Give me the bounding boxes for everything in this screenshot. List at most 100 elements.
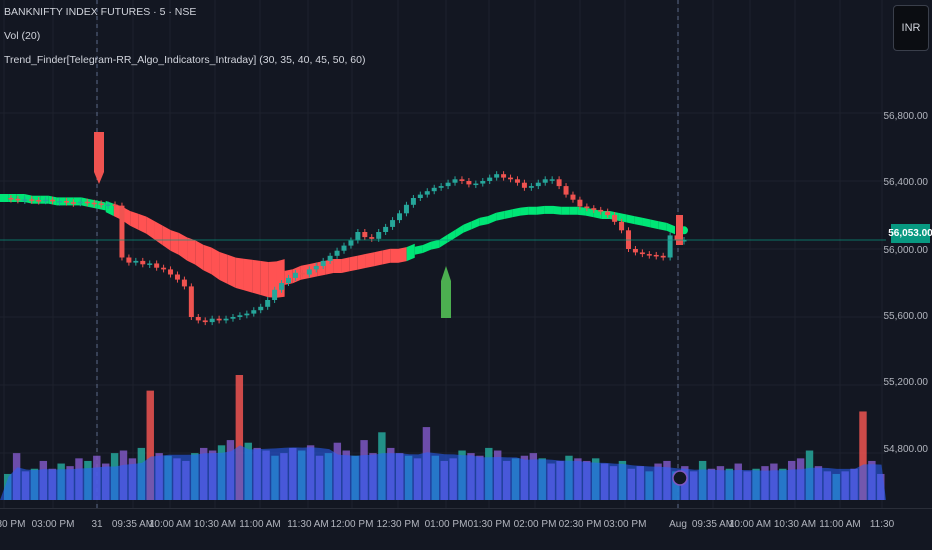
- ribbon-segment-down: [203, 244, 212, 275]
- candle-up: [313, 266, 319, 270]
- candle-down: [466, 181, 472, 185]
- x-axis-tick-label: 10:00 AM: [729, 519, 771, 530]
- candle-up: [223, 318, 229, 321]
- candle-down: [15, 198, 21, 201]
- candle-up: [417, 194, 423, 198]
- ribbon-segment-up: [487, 212, 497, 225]
- candle-down: [639, 252, 645, 255]
- ribbon-segment-up: [97, 200, 106, 211]
- currency-button[interactable]: INR: [893, 5, 929, 51]
- candle-down: [521, 182, 527, 188]
- candle-down: [112, 204, 118, 206]
- ribbon-segment-down: [146, 216, 155, 240]
- candle-down: [119, 205, 125, 258]
- candle-up: [272, 289, 278, 300]
- candle-down: [299, 272, 305, 275]
- x-axis-tick-label: 01:30 PM: [468, 519, 511, 530]
- candle-down: [556, 179, 562, 187]
- ribbon-segment-up: [520, 206, 529, 216]
- ribbon-segment-down: [390, 248, 399, 263]
- x-axis-tick-label: 10:30 AM: [194, 519, 236, 530]
- x-axis-tick-label: 03:00 PM: [32, 519, 75, 530]
- candle-up: [292, 272, 298, 278]
- candle-up: [397, 213, 403, 221]
- y-axis-tick-label: 54,800.00: [884, 444, 929, 455]
- ribbon-segment-up: [455, 224, 464, 238]
- ribbon-segment-down: [227, 254, 236, 288]
- ribbon-segment-up: [561, 206, 570, 215]
- candle-down: [653, 254, 659, 257]
- candle-down: [140, 260, 146, 265]
- candle-up: [383, 226, 389, 232]
- candle-down: [619, 221, 625, 231]
- candle-up: [279, 283, 285, 290]
- candle-up: [348, 240, 354, 246]
- ribbon-segment-down: [162, 225, 171, 251]
- ribbon-segment-up: [496, 211, 505, 221]
- candle-down: [369, 237, 375, 239]
- ribbon-segment-down: [219, 252, 228, 284]
- ribbon-segment-up: [658, 221, 667, 231]
- ribbon-segment-up: [512, 207, 521, 218]
- ribbon-segment-down: [178, 232, 188, 261]
- y-axis-tick-label: 55,600.00: [884, 311, 929, 322]
- candle-up: [528, 186, 534, 188]
- ribbon-segment-down: [235, 257, 244, 291]
- candle-down: [514, 179, 520, 183]
- indicator-legend[interactable]: Trend_Finder[Telegram-RR_Algo_Indicators…: [4, 54, 366, 66]
- ribbon-segment-up: [0, 194, 9, 202]
- ribbon-segment-up: [634, 216, 643, 226]
- candle-up: [43, 199, 49, 202]
- ribbon-segment-up: [463, 221, 472, 233]
- candle-up: [285, 277, 291, 283]
- ribbon-segment-up: [666, 222, 675, 235]
- candle-up: [667, 235, 673, 258]
- ribbon-segment-down: [138, 213, 147, 234]
- candle-up: [480, 181, 486, 184]
- symbol-legend[interactable]: BANKNIFTY INDEX FUTURES · 5 · NSE: [4, 6, 197, 18]
- candle-up: [424, 191, 430, 195]
- ribbon-segment-down: [243, 258, 253, 293]
- candle-down: [29, 199, 35, 201]
- candle-down: [591, 208, 597, 210]
- candle-up: [209, 318, 215, 323]
- volume-ma-area: [0, 445, 886, 500]
- volume-bar: [235, 375, 244, 500]
- candle-down: [181, 279, 187, 287]
- buy-signal-arrow: [441, 266, 451, 318]
- candle-down: [126, 257, 132, 263]
- candle-up: [237, 315, 243, 317]
- volume-legend[interactable]: Vol (20): [4, 30, 41, 42]
- x-axis-tick-label: 03:00 PM: [604, 519, 647, 530]
- ribbon-segment-down: [365, 252, 375, 268]
- ribbon-segment-up: [585, 207, 594, 218]
- x-axis-tick-label: 11:30: [870, 519, 895, 530]
- candle-up: [542, 179, 548, 183]
- ribbon-segment-down: [382, 248, 391, 265]
- candle-up: [251, 310, 257, 314]
- ribbon-segment-up: [577, 206, 586, 216]
- ribbon-segment-up: [544, 205, 554, 214]
- volume-bar: [859, 411, 867, 500]
- y-axis-tick-label: 56,800.00: [884, 111, 929, 122]
- ribbon-segment-up: [618, 212, 627, 223]
- ribbon-segment-down: [130, 211, 139, 230]
- candle-up: [452, 179, 458, 183]
- candle-down: [161, 267, 167, 270]
- candle-down: [84, 201, 90, 204]
- replay-marker-icon: [672, 470, 688, 486]
- ribbon-segment-up: [105, 200, 114, 217]
- ribbon-segment-up: [569, 206, 578, 215]
- candle-down: [36, 200, 42, 202]
- candle-down: [362, 232, 368, 238]
- x-axis-tick-label: 31: [91, 519, 103, 530]
- ribbon-segment-down: [333, 259, 342, 273]
- candle-up: [431, 187, 437, 192]
- candle-up: [22, 199, 28, 201]
- candle-up: [355, 232, 361, 241]
- candle-up: [535, 182, 541, 187]
- ribbon-segment-up: [504, 209, 513, 219]
- ribbon-segment-up: [536, 205, 545, 215]
